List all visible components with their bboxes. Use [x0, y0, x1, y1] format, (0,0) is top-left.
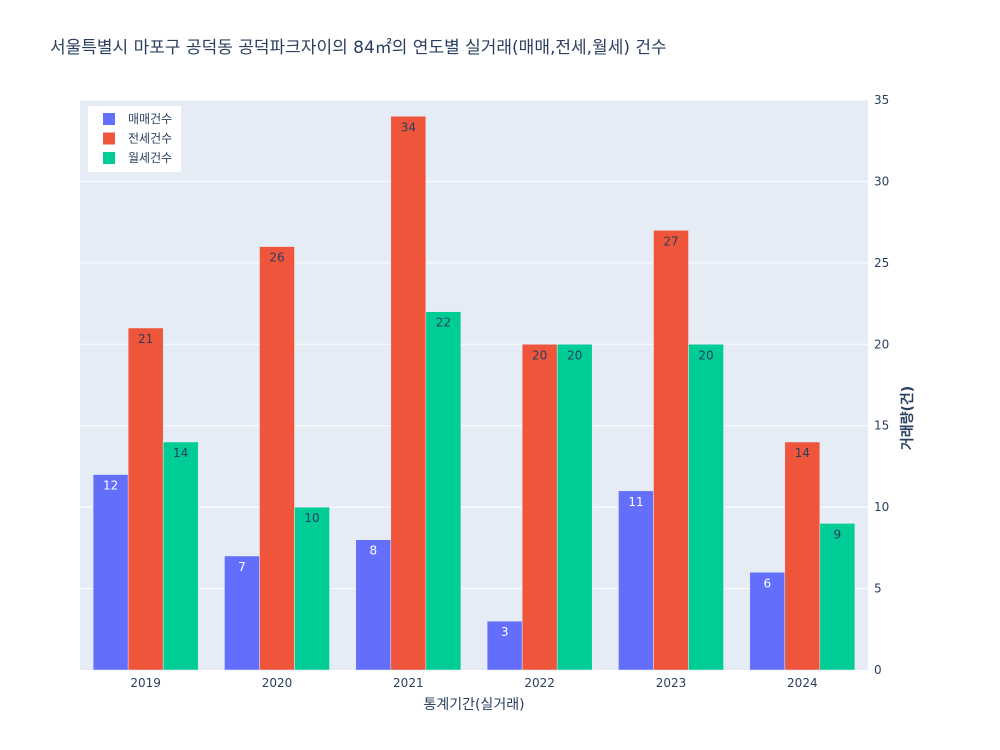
- bar-value-label: 20: [532, 348, 547, 362]
- bar: [521, 344, 558, 671]
- bar-value-label: 3: [501, 625, 509, 639]
- y-tick-label: 0: [874, 663, 882, 677]
- legend-label: 매매건수: [128, 112, 172, 126]
- x-tick-label: 2023: [656, 676, 687, 690]
- bar: [688, 344, 724, 671]
- y-tick-label: 25: [874, 256, 889, 270]
- y-tick-label: 10: [874, 500, 889, 514]
- bar-value-label: 21: [138, 332, 153, 346]
- plot-background: [80, 100, 868, 670]
- x-axis-title: 통계기간(실거래): [423, 697, 524, 713]
- y-tick-label: 20: [874, 337, 889, 351]
- bar: [294, 506, 330, 671]
- x-tick-label: 2019: [130, 676, 161, 690]
- y-tick-label: 5: [874, 582, 882, 596]
- bar: [92, 474, 129, 671]
- bar-value-label: 14: [795, 446, 810, 460]
- bar: [224, 555, 260, 671]
- x-tick-label: 2021: [393, 676, 424, 690]
- bar: [618, 490, 654, 671]
- bar-value-label: 12: [103, 479, 118, 493]
- bar-value-label: 20: [567, 348, 582, 362]
- bar-value-label: 27: [663, 234, 678, 248]
- bar: [259, 246, 295, 671]
- legend-swatch: [103, 132, 115, 145]
- bar: [749, 572, 786, 671]
- bar-value-label: 11: [628, 495, 643, 509]
- bar: [653, 230, 689, 671]
- bar-value-label: 10: [304, 511, 319, 525]
- bar: [425, 311, 462, 671]
- bar: [819, 523, 856, 671]
- y-axis-title: 거래량(건): [899, 386, 916, 450]
- y-tick-label: 15: [874, 419, 889, 433]
- legend-swatch: [103, 152, 115, 164]
- bar-value-label: 7: [238, 560, 246, 574]
- bar: [784, 441, 821, 671]
- y-axis-ticks: 0 5 10 15 20 25 30 35: [874, 93, 889, 677]
- x-axis-ticks: 2019 2020 2021 2022 2023 2024: [130, 676, 817, 690]
- bar: [355, 539, 392, 671]
- bar-value-label: 6: [763, 576, 771, 590]
- x-tick-label: 2020: [262, 676, 293, 690]
- bar: [162, 441, 199, 671]
- legend-label: 전세건수: [128, 132, 172, 146]
- bars: 12 21 14 7 26 10 8 34 22 3 20 20 11 27 20 6 14 9: [92, 116, 856, 671]
- chart-title: 서울특별시 마포구 공덕동 공덕파크자이의 84㎡의 연도별 실거래(매매,전세…: [50, 38, 667, 58]
- gridlines: [80, 99, 868, 590]
- y-tick-label: 30: [874, 174, 889, 188]
- x-tick-label: 2024: [787, 676, 818, 690]
- bar-value-label: 26: [269, 251, 284, 265]
- bar: [390, 116, 427, 671]
- bar-value-label: 34: [401, 120, 416, 134]
- bar-value-label: 14: [173, 446, 188, 460]
- bar: [127, 327, 164, 671]
- bar: [486, 620, 523, 671]
- y-tick-label: 35: [874, 93, 889, 107]
- legend-swatch: [103, 113, 115, 125]
- x-tick-label: 2022: [524, 676, 555, 690]
- legend-label: 월세건수: [128, 151, 172, 165]
- bar: [556, 344, 593, 671]
- bar-value-label: 20: [698, 348, 713, 362]
- bar-value-label: 8: [369, 544, 377, 558]
- bar-value-label: 22: [436, 316, 451, 330]
- bar-value-label: 9: [834, 527, 842, 541]
